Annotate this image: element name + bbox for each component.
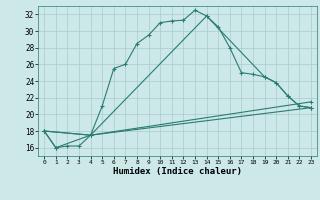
X-axis label: Humidex (Indice chaleur): Humidex (Indice chaleur)	[113, 167, 242, 176]
